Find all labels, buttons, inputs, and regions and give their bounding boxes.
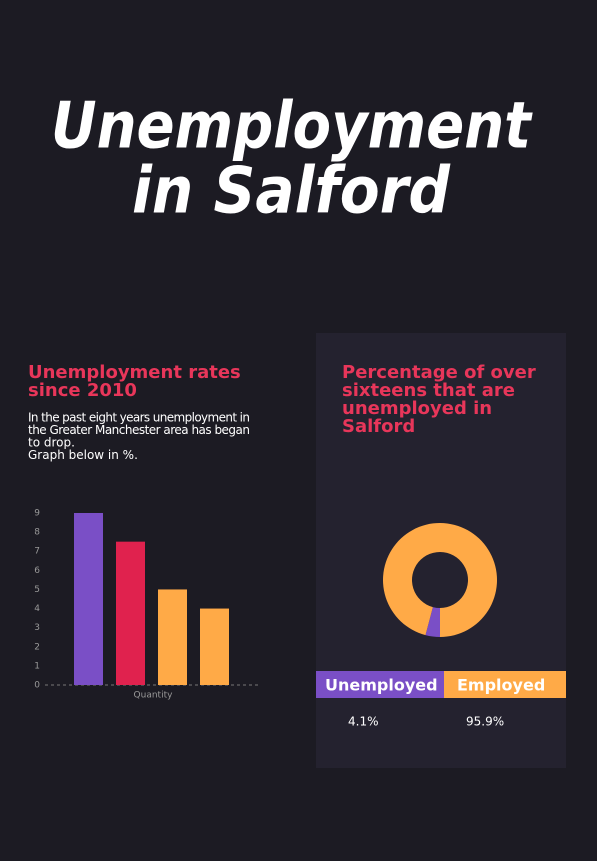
bar: [74, 513, 103, 685]
description: to drop.: [28, 436, 75, 450]
x-axis-label: Quantity: [134, 691, 174, 701]
chart-heading: Percentage of over: [342, 362, 536, 383]
page-title: Unemployment: [51, 90, 533, 164]
donut-segment: [425, 607, 440, 637]
chart-heading: sixteens that are: [342, 380, 515, 401]
legend-label: Unemployed: [325, 676, 438, 695]
legend-swatch: [316, 671, 444, 698]
y-tick-label: 3: [34, 623, 40, 633]
chart-heading: unemployed in: [342, 398, 492, 419]
bar: [200, 608, 229, 685]
value-label: 95.9%: [466, 715, 504, 729]
donut-segment: [383, 522, 498, 637]
y-tick-label: 0: [34, 681, 40, 691]
value-label: 4.1%: [348, 715, 379, 729]
description: the Greater Manchester area has began: [28, 423, 250, 437]
page-title: in Salford: [132, 155, 451, 229]
y-tick-label: 2: [34, 642, 40, 652]
chart-heading: since 2010: [28, 380, 137, 401]
legend-label: Employed: [457, 676, 545, 695]
bar: [116, 541, 145, 685]
y-tick-label: 8: [34, 528, 40, 538]
y-tick-label: 4: [34, 604, 40, 614]
y-tick-label: 6: [34, 566, 40, 576]
bar: [158, 589, 187, 685]
description: In the past eight years unemployment in: [28, 411, 250, 425]
description: Graph below in %.: [28, 448, 138, 462]
y-tick-label: 9: [34, 509, 40, 519]
chart-heading: Salford: [342, 416, 415, 437]
y-tick-label: 7: [34, 547, 40, 557]
y-tick-label: 1: [34, 661, 40, 671]
legend-swatch: [444, 671, 566, 698]
y-tick-label: 5: [34, 585, 40, 595]
chart-heading: Unemployment rates: [28, 362, 241, 383]
